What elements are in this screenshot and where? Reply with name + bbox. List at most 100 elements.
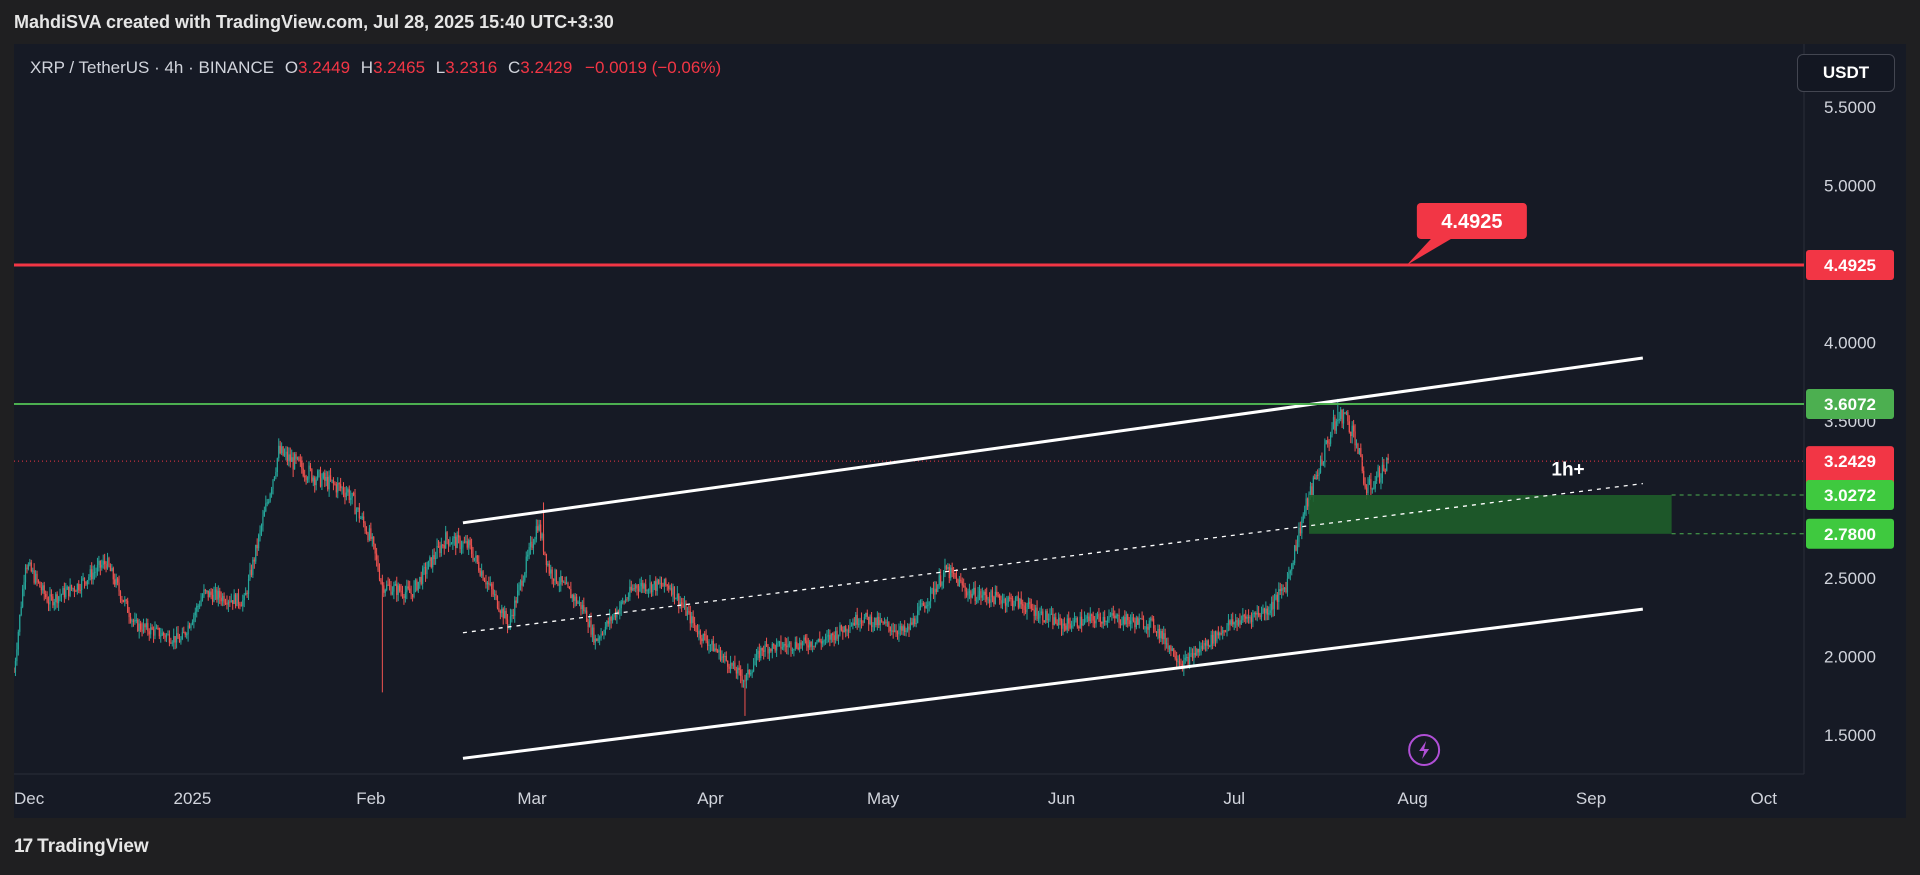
candle-body	[863, 617, 865, 623]
candle-body	[741, 675, 743, 681]
candle-body	[1119, 623, 1122, 625]
candle-body	[1232, 619, 1234, 625]
candle-body	[1004, 598, 1007, 606]
candle-body	[322, 472, 324, 479]
candle-body	[504, 610, 506, 619]
candle-body	[368, 528, 371, 541]
candle-body	[800, 642, 802, 646]
candle-body	[70, 585, 73, 589]
candle-body	[596, 638, 598, 641]
candle-body	[984, 591, 986, 596]
candle-body	[1354, 431, 1356, 446]
candle-body	[941, 582, 943, 586]
candle-body	[544, 551, 546, 554]
candle-body	[873, 617, 876, 626]
candle-body	[1226, 625, 1228, 632]
candle-body	[696, 630, 699, 635]
candle-body	[937, 584, 939, 592]
candle-body	[823, 640, 825, 642]
candle-body	[309, 465, 312, 470]
candle-body	[688, 611, 690, 613]
candle-body	[862, 621, 864, 623]
candle-body	[302, 468, 304, 477]
candle-body	[1176, 658, 1178, 662]
tradingview-logo-icon: 17	[14, 836, 33, 857]
candle-body	[1030, 604, 1032, 609]
candle-body	[990, 590, 992, 603]
candle-body	[551, 569, 553, 579]
candle-body	[62, 588, 64, 595]
candle-body	[609, 616, 611, 624]
x-tick-label: Apr	[697, 789, 724, 808]
chart-background	[14, 44, 1906, 818]
candle-body	[416, 580, 418, 591]
candle-body	[422, 568, 424, 584]
candle-body	[991, 590, 994, 598]
candle-body	[58, 596, 60, 604]
candle-body	[586, 610, 588, 622]
candle-body	[432, 555, 434, 568]
candle-body	[833, 635, 835, 641]
candle-body	[165, 634, 168, 638]
candle-body	[1157, 628, 1159, 634]
candle-body	[283, 453, 286, 456]
candle-body	[83, 577, 86, 582]
candle-body	[199, 605, 201, 607]
candle-body	[778, 641, 781, 643]
candle-body	[820, 641, 822, 644]
candle-body	[226, 603, 228, 605]
candle-body	[1278, 589, 1280, 602]
candle-body	[801, 641, 804, 646]
candle-body	[1309, 486, 1312, 494]
candle-body	[393, 585, 395, 592]
zone-bottom-price-tag-bg	[1806, 518, 1894, 549]
candle-body	[1001, 600, 1004, 604]
candle-body	[298, 457, 300, 461]
candle-body	[111, 568, 113, 572]
candle-body	[101, 564, 103, 568]
candle-body	[1286, 578, 1289, 593]
candle-body	[191, 621, 194, 625]
candle-body	[499, 611, 501, 614]
candle-body	[764, 644, 766, 652]
candle-body	[1242, 615, 1244, 621]
currency-button[interactable]: USDT	[1797, 54, 1895, 92]
candle-body	[1118, 614, 1120, 624]
candle-body	[68, 586, 70, 597]
candle-body	[978, 591, 981, 595]
candle-body	[672, 586, 674, 595]
candle-body	[335, 484, 337, 493]
candle-body	[40, 587, 42, 591]
candle-body	[476, 555, 478, 562]
candle-body	[914, 618, 916, 624]
candle-body	[1075, 618, 1077, 620]
candle-body	[1022, 604, 1024, 606]
candle-body	[645, 584, 647, 592]
candle-body	[1132, 617, 1135, 622]
candle-body	[722, 656, 724, 658]
candle-body	[1081, 616, 1083, 626]
candle-body	[380, 579, 382, 582]
candle-body	[338, 483, 340, 485]
candle-body	[683, 603, 686, 607]
candle-body	[105, 564, 107, 569]
candle-body	[383, 585, 385, 593]
candle-body	[216, 589, 218, 600]
tradingview-logo[interactable]: 17 TradingView	[14, 836, 149, 858]
candle-body	[1193, 652, 1195, 659]
candle-body	[945, 565, 948, 570]
candle-body	[538, 524, 540, 531]
candle-body	[82, 577, 84, 579]
candle-body	[563, 581, 565, 583]
candle-body	[1233, 622, 1235, 625]
price-chart[interactable]: 5.50005.00004.00003.50002.50002.00001.50…	[14, 44, 1906, 818]
candle-body	[1065, 625, 1067, 630]
candle-body	[1276, 594, 1278, 602]
candle-body	[1115, 615, 1117, 619]
candle-body	[1227, 620, 1230, 626]
candle-body	[1289, 570, 1291, 574]
candle-body	[147, 623, 149, 632]
candle-body	[718, 649, 720, 653]
candle-body	[738, 667, 740, 670]
candle-body	[265, 503, 267, 512]
